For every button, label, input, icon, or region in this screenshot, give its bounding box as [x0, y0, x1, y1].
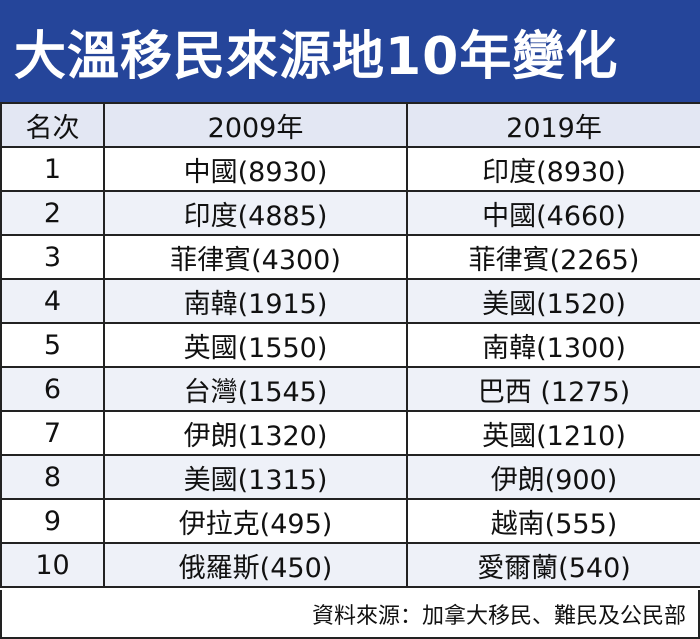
- immigration-ranking-table: 名次 2009年 2019年 1 中國(8930) 印度(8930) 2 印度(…: [0, 102, 700, 588]
- rank-cell: 2: [0, 190, 105, 236]
- cell-2009: 伊朗(1320): [103, 410, 408, 456]
- cell-2019: 南韓(1300): [406, 322, 700, 368]
- header-2019: 2019年: [406, 102, 700, 148]
- cell-2019: 愛爾蘭(540): [406, 542, 700, 588]
- cell-2019: 英國(1210): [406, 410, 700, 456]
- rank-cell: 7: [0, 410, 105, 456]
- rank-cell: 5: [0, 322, 105, 368]
- rank-cell: 8: [0, 454, 105, 500]
- cell-2009: 英國(1550): [103, 322, 408, 368]
- table-header-row: 名次 2009年 2019年: [0, 102, 700, 148]
- rank-cell: 4: [0, 278, 105, 324]
- rank-cell: 1: [0, 146, 105, 192]
- cell-2019: 巴西 (1275): [406, 366, 700, 412]
- cell-2019: 伊朗(900): [406, 454, 700, 500]
- cell-2009: 中國(8930): [103, 146, 408, 192]
- rank-cell: 9: [0, 498, 105, 544]
- cell-2019: 菲律賓(2265): [406, 234, 700, 280]
- table-row: 1 中國(8930) 印度(8930): [0, 146, 700, 192]
- cell-2009: 俄羅斯(450): [103, 542, 408, 588]
- table-row: 10 俄羅斯(450) 愛爾蘭(540): [0, 542, 700, 588]
- rank-cell: 6: [0, 366, 105, 412]
- rank-cell: 10: [0, 542, 105, 588]
- page-title: 大溫移民來源地10年變化: [0, 0, 700, 102]
- table-row: 9 伊拉克(495) 越南(555): [0, 498, 700, 544]
- cell-2009: 美國(1315): [103, 454, 408, 500]
- header-rank: 名次: [0, 102, 105, 148]
- cell-2009: 菲律賓(4300): [103, 234, 408, 280]
- rank-cell: 3: [0, 234, 105, 280]
- cell-2019: 中國(4660): [406, 190, 700, 236]
- cell-2009: 台灣(1545): [103, 366, 408, 412]
- table-row: 2 印度(4885) 中國(4660): [0, 190, 700, 236]
- table-row: 4 南韓(1915) 美國(1520): [0, 278, 700, 324]
- title-text: 大溫移民來源地10年變化: [14, 26, 619, 87]
- cell-2019: 印度(8930): [406, 146, 700, 192]
- header-2009: 2009年: [103, 102, 408, 148]
- cell-2009: 印度(4885): [103, 190, 408, 236]
- table-row: 6 台灣(1545) 巴西 (1275): [0, 366, 700, 412]
- table-row: 7 伊朗(1320) 英國(1210): [0, 410, 700, 456]
- table-row: 5 英國(1550) 南韓(1300): [0, 322, 700, 368]
- cell-2009: 南韓(1915): [103, 278, 408, 324]
- cell-2019: 美國(1520): [406, 278, 700, 324]
- source-note: 資料來源：加拿大移民、難民及公民部: [0, 590, 700, 639]
- table-row: 3 菲律賓(4300) 菲律賓(2265): [0, 234, 700, 280]
- cell-2009: 伊拉克(495): [103, 498, 408, 544]
- cell-2019: 越南(555): [406, 498, 700, 544]
- table-row: 8 美國(1315) 伊朗(900): [0, 454, 700, 500]
- source-text: 資料來源：加拿大移民、難民及公民部: [311, 603, 686, 629]
